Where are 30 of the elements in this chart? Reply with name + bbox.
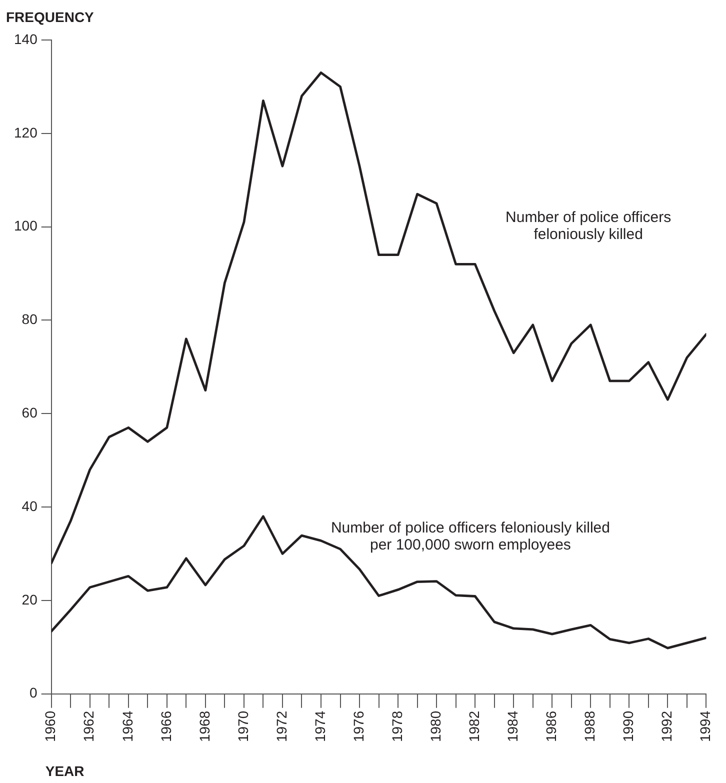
y-tick-label: 0	[30, 684, 38, 701]
y-tick-label: 100	[14, 218, 38, 234]
x-tick-label: 1960	[42, 710, 58, 742]
x-tick-label: 1992	[658, 710, 675, 742]
x-tick-label: 1990	[620, 710, 636, 742]
y-axis-title: FREQUENCY	[6, 9, 95, 25]
x-tick-label: 1968	[196, 710, 212, 742]
x-tick-label: 1974	[312, 710, 328, 742]
x-tick-label: 1984	[504, 710, 520, 742]
y-tick-label: 20	[22, 591, 38, 608]
y-tick-label: 40	[22, 498, 38, 514]
x-tick-label: 1994	[697, 710, 714, 742]
x-tick-label: 1972	[273, 710, 290, 742]
x-tick-label: 1980	[427, 710, 444, 742]
y-tick-label: 120	[14, 124, 38, 140]
y-tick-label: 140	[14, 30, 38, 47]
x-tick-label: 1982	[466, 710, 482, 742]
x-tick-label: 1986	[542, 710, 559, 742]
x-tick-label: 1988	[582, 710, 598, 742]
x-tick-label: 1962	[80, 710, 97, 742]
series-label: Number of police officers feloniously killed per 100,000 sworn employees	[330, 520, 610, 554]
y-tick-label: 80	[22, 311, 38, 328]
x-tick-label: 1970	[234, 710, 251, 742]
text: Number of police officers feloniously killed	[506, 208, 672, 243]
y-tick-label: 60	[22, 404, 38, 420]
x-tick-label: 1978	[388, 710, 405, 742]
x-axis-title: YEAR	[45, 763, 84, 779]
x-tick-label: 1964	[119, 710, 136, 742]
x-tick-label: 1966	[158, 710, 174, 742]
x-tick-label: 1976	[350, 710, 366, 742]
